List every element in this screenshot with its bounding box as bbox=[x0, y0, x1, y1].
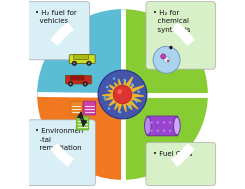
Polygon shape bbox=[119, 94, 125, 112]
Wedge shape bbox=[122, 9, 208, 94]
Circle shape bbox=[153, 46, 180, 73]
Text: • Fuel Cells: • Fuel Cells bbox=[153, 151, 193, 157]
Polygon shape bbox=[119, 79, 125, 95]
FancyBboxPatch shape bbox=[146, 142, 215, 185]
Text: • H₂ fuel for
  vehicles: • H₂ fuel for vehicles bbox=[35, 10, 77, 24]
Polygon shape bbox=[121, 93, 138, 109]
Circle shape bbox=[117, 89, 122, 94]
Polygon shape bbox=[120, 94, 126, 112]
Circle shape bbox=[157, 121, 159, 124]
Circle shape bbox=[161, 54, 166, 59]
Circle shape bbox=[169, 46, 172, 49]
Circle shape bbox=[137, 90, 140, 93]
Circle shape bbox=[98, 70, 147, 119]
Circle shape bbox=[88, 62, 90, 64]
Ellipse shape bbox=[145, 117, 151, 135]
Polygon shape bbox=[122, 86, 144, 97]
Circle shape bbox=[108, 107, 110, 110]
Polygon shape bbox=[120, 77, 133, 96]
FancyBboxPatch shape bbox=[74, 55, 88, 60]
Polygon shape bbox=[120, 93, 132, 110]
Wedge shape bbox=[37, 9, 122, 94]
Circle shape bbox=[128, 106, 131, 108]
FancyBboxPatch shape bbox=[70, 101, 83, 115]
Circle shape bbox=[150, 121, 153, 124]
Wedge shape bbox=[37, 94, 122, 180]
Polygon shape bbox=[122, 92, 144, 97]
Polygon shape bbox=[109, 92, 124, 106]
Circle shape bbox=[157, 129, 159, 132]
Circle shape bbox=[169, 121, 171, 124]
Circle shape bbox=[106, 86, 109, 88]
Circle shape bbox=[164, 57, 170, 63]
Text: • Environmen
  -tal
  remediation: • Environmen -tal remediation bbox=[35, 128, 84, 151]
Circle shape bbox=[123, 79, 126, 81]
Polygon shape bbox=[108, 90, 123, 97]
Polygon shape bbox=[122, 92, 141, 102]
Ellipse shape bbox=[174, 117, 180, 135]
Circle shape bbox=[83, 82, 87, 86]
FancyBboxPatch shape bbox=[147, 116, 178, 136]
Circle shape bbox=[87, 61, 91, 66]
Circle shape bbox=[68, 82, 73, 86]
FancyBboxPatch shape bbox=[76, 116, 89, 130]
Wedge shape bbox=[122, 94, 208, 180]
Circle shape bbox=[167, 60, 169, 62]
Polygon shape bbox=[115, 93, 125, 110]
FancyBboxPatch shape bbox=[146, 2, 215, 69]
Polygon shape bbox=[121, 85, 134, 96]
FancyBboxPatch shape bbox=[28, 2, 90, 60]
Text: • H₂ for
  chemical
  synthesis: • H₂ for chemical synthesis bbox=[153, 10, 191, 33]
Circle shape bbox=[163, 129, 165, 132]
Circle shape bbox=[131, 83, 134, 86]
Circle shape bbox=[113, 77, 115, 80]
Circle shape bbox=[113, 85, 132, 104]
Circle shape bbox=[169, 129, 171, 132]
FancyBboxPatch shape bbox=[70, 75, 85, 80]
FancyBboxPatch shape bbox=[65, 75, 91, 84]
Circle shape bbox=[150, 129, 153, 132]
Polygon shape bbox=[114, 83, 125, 96]
Polygon shape bbox=[105, 92, 123, 100]
Circle shape bbox=[72, 61, 77, 66]
Circle shape bbox=[135, 100, 138, 103]
Circle shape bbox=[84, 83, 86, 85]
Circle shape bbox=[119, 111, 121, 114]
FancyBboxPatch shape bbox=[28, 120, 95, 185]
Polygon shape bbox=[121, 80, 125, 95]
Circle shape bbox=[70, 83, 72, 85]
Circle shape bbox=[103, 96, 106, 99]
FancyBboxPatch shape bbox=[69, 55, 95, 63]
FancyBboxPatch shape bbox=[83, 101, 96, 115]
Polygon shape bbox=[109, 85, 124, 97]
Circle shape bbox=[73, 62, 75, 64]
Polygon shape bbox=[102, 92, 122, 97]
Circle shape bbox=[163, 121, 165, 124]
